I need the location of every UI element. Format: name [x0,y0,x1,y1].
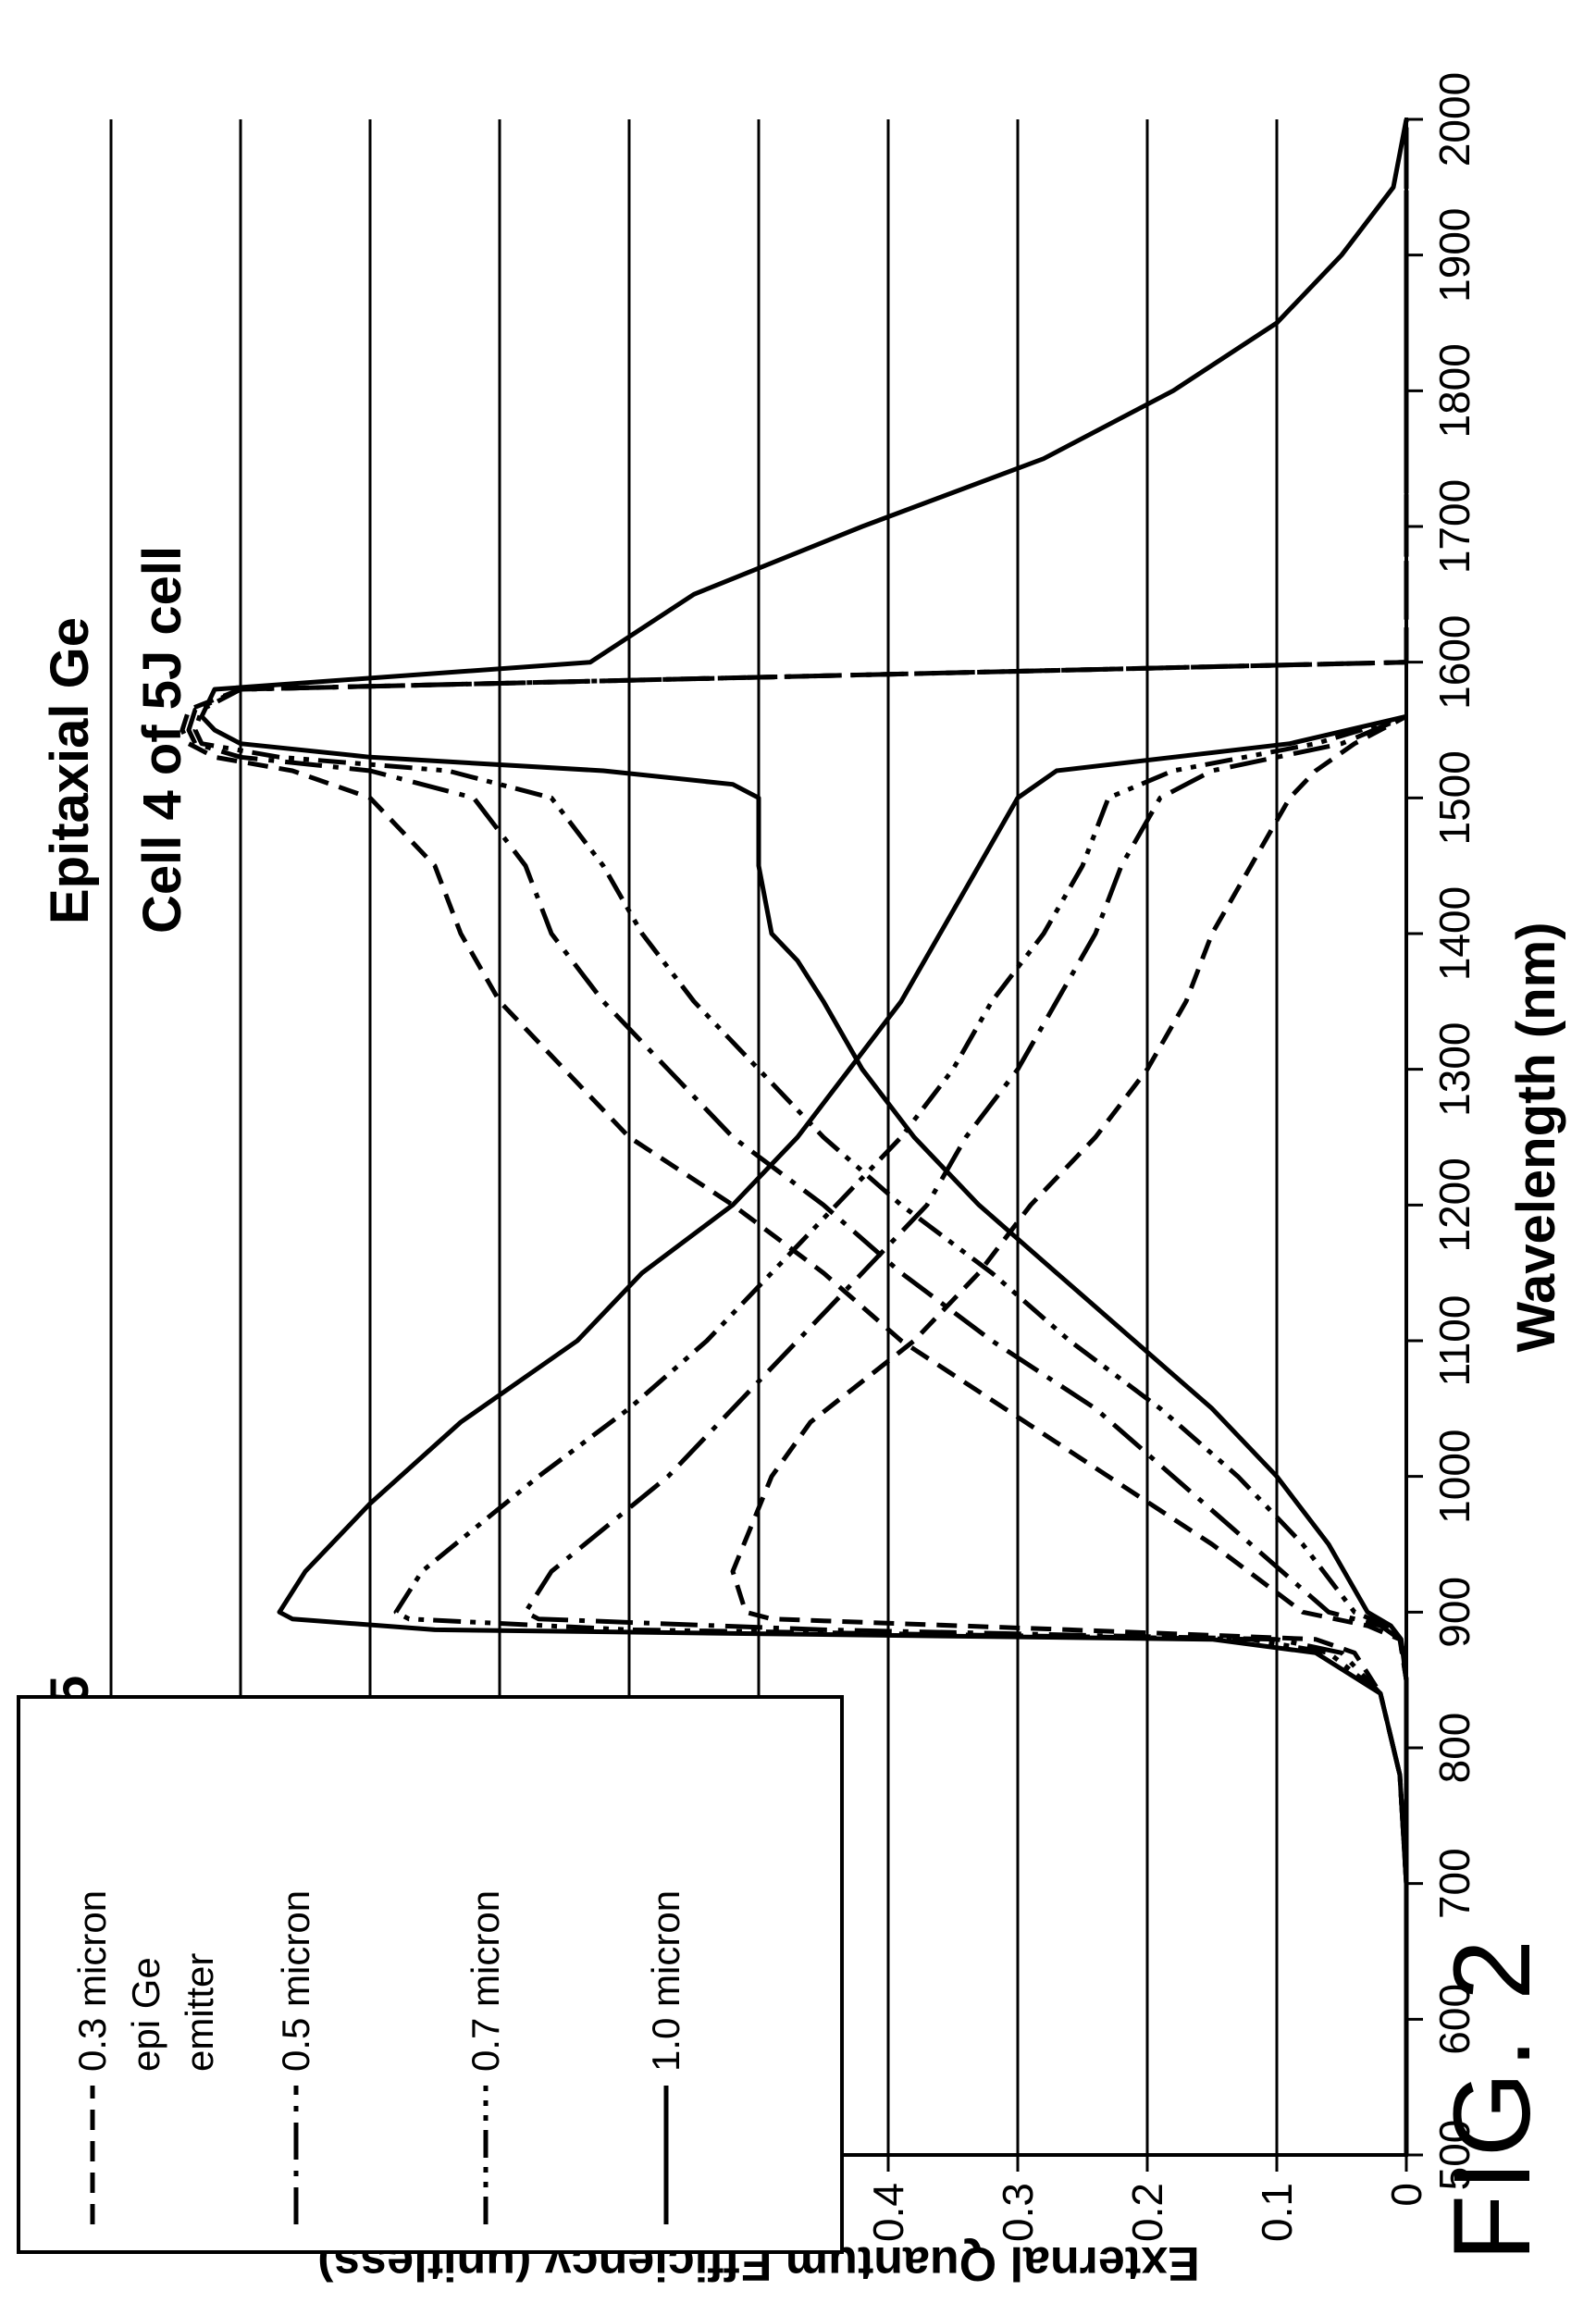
x-tick-label: 1100 [1430,1295,1478,1387]
annotation-text: Cell 4 of 5J cell [132,546,192,934]
series-line [277,713,1409,2155]
x-tick-label: 1700 [1430,479,1478,574]
series-line [186,119,1409,2155]
series-line [179,119,1409,2155]
annotation-text: Epitaxial Ge [40,617,100,924]
legend-label: epi Ge [124,1957,167,2072]
legend-label: 0.5 micron [274,1890,317,2072]
x-tick-label: 1800 [1430,343,1478,438]
x-tick-label: 1500 [1430,750,1478,845]
x-tick-label: 1400 [1430,886,1478,981]
y-tick-label: 0.3 [994,2183,1042,2242]
legend-box [17,1695,844,2254]
y-tick-label: 0.1 [1253,2183,1301,2242]
x-tick-label: 2000 [1430,72,1478,167]
series-line [393,713,1409,2155]
y-tick-label: 0.2 [1123,2183,1171,2242]
x-tick-label: 1600 [1430,614,1478,709]
series-line [523,713,1409,2155]
x-tick-label: 700 [1430,1848,1478,1919]
series-line [192,119,1409,2155]
y-tick-label: 0.4 [864,2183,912,2242]
series-line [199,118,1409,2155]
legend-label: 0.7 micron [464,1890,507,2072]
legend-label: 1.0 micron [644,1890,687,2072]
x-tick-label: 1200 [1430,1158,1478,1252]
legend-label: emitter [178,1953,221,2072]
x-tick-label: 900 [1430,1577,1478,1648]
x-tick-label: 1900 [1430,207,1478,302]
x-tick-label: 1000 [1430,1429,1478,1523]
legend-label: 0.3 micron [70,1890,114,2072]
x-tick-label: 1300 [1430,1021,1478,1116]
x-tick-label: 600 [1430,1984,1478,2055]
series-line [730,714,1409,2155]
y-tick-label: 0 [1382,2183,1430,2207]
x-tick-label: 800 [1430,1713,1478,1784]
x-axis-title: Wavelength (nm) [1506,922,1566,1352]
x-tick-label: 500 [1430,2120,1478,2191]
